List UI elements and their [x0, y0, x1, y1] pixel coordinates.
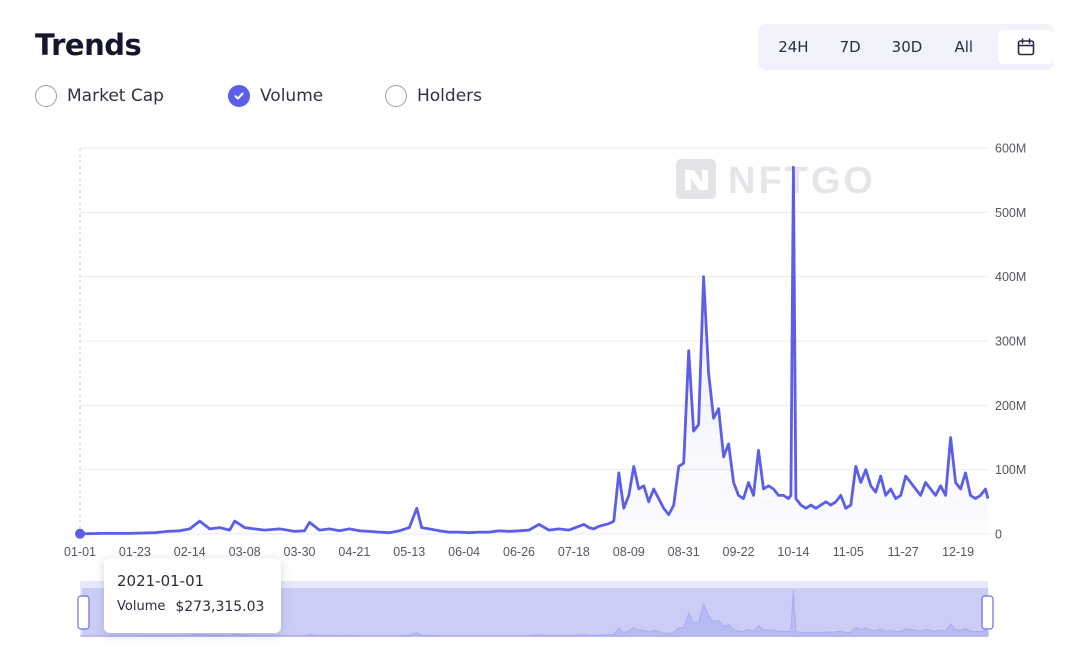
x-tick-label: 01-23	[119, 545, 151, 559]
tooltip-label: Volume	[117, 599, 166, 614]
x-tick-label: 03-30	[284, 545, 316, 559]
time-range-selector: 24H 7D 30D All	[758, 24, 1054, 70]
range-all-button[interactable]: All	[954, 38, 974, 56]
x-tick-label: 12-19	[942, 545, 974, 559]
metric-holders[interactable]: Holders	[385, 85, 482, 107]
x-tick-label: 01-01	[64, 545, 96, 559]
radio-checked-icon[interactable]	[228, 85, 250, 107]
x-tick-label: 07-18	[558, 545, 590, 559]
check-icon	[234, 92, 244, 100]
x-tick-label: 06-04	[448, 545, 480, 559]
x-tick-label: 06-26	[503, 545, 535, 559]
tooltip-date: 2021-01-01	[117, 572, 205, 590]
y-tick-label: 400M	[995, 270, 1026, 284]
range-7d-button[interactable]: 7D	[839, 38, 861, 56]
x-tick-label: 09-22	[723, 545, 755, 559]
x-tick-label: 03-08	[229, 545, 261, 559]
calendar-button[interactable]	[998, 30, 1054, 64]
metric-volume[interactable]: Volume	[228, 85, 323, 107]
navigator-sparkline	[79, 590, 989, 637]
x-tick-label: 11-27	[888, 545, 919, 559]
x-tick-label: 10-14	[777, 545, 809, 559]
x-tick-label: 08-09	[613, 545, 645, 559]
page-title: Trends	[35, 28, 142, 62]
volume-area	[80, 167, 988, 535]
metric-label: Volume	[260, 86, 324, 106]
x-tick-label: 05-13	[393, 545, 425, 559]
x-tick-label: 11-05	[833, 545, 864, 559]
nftgo-watermark: NFTGO	[676, 159, 876, 202]
y-tick-label: 100M	[995, 463, 1026, 477]
range-30d-button[interactable]: 30D	[891, 38, 923, 56]
volume-line	[79, 165, 990, 536]
metric-market-cap[interactable]: Market Cap	[35, 85, 164, 107]
y-tick-label: 600M	[995, 142, 1026, 156]
navigator-left-handle[interactable]	[77, 595, 90, 630]
metric-label: Holders	[417, 86, 483, 106]
y-tick-label: 200M	[995, 399, 1026, 413]
y-tick-label: 300M	[995, 335, 1026, 349]
x-tick-label: 04-21	[338, 545, 370, 559]
range-24h-button[interactable]: 24H	[778, 38, 809, 56]
nftgo-logo-icon	[685, 170, 708, 190]
radio-unchecked-icon[interactable]	[385, 85, 407, 107]
radio-unchecked-icon[interactable]	[35, 85, 57, 107]
calendar-icon	[1017, 38, 1035, 56]
watermark-text: NFTGO	[728, 160, 876, 202]
x-tick-label: 02-14	[174, 545, 206, 559]
metric-label: Market Cap	[67, 86, 164, 106]
navigator-right-handle[interactable]	[981, 595, 994, 630]
tooltip-value: $273,315.03	[175, 599, 265, 615]
tooltip: 2021-01-01 Volume $273,315.03	[104, 558, 281, 633]
y-tick-label: 0	[995, 528, 1002, 542]
y-tick-label: 500M	[995, 206, 1026, 220]
x-tick-label: 08-31	[668, 545, 700, 559]
hover-point	[75, 528, 85, 539]
